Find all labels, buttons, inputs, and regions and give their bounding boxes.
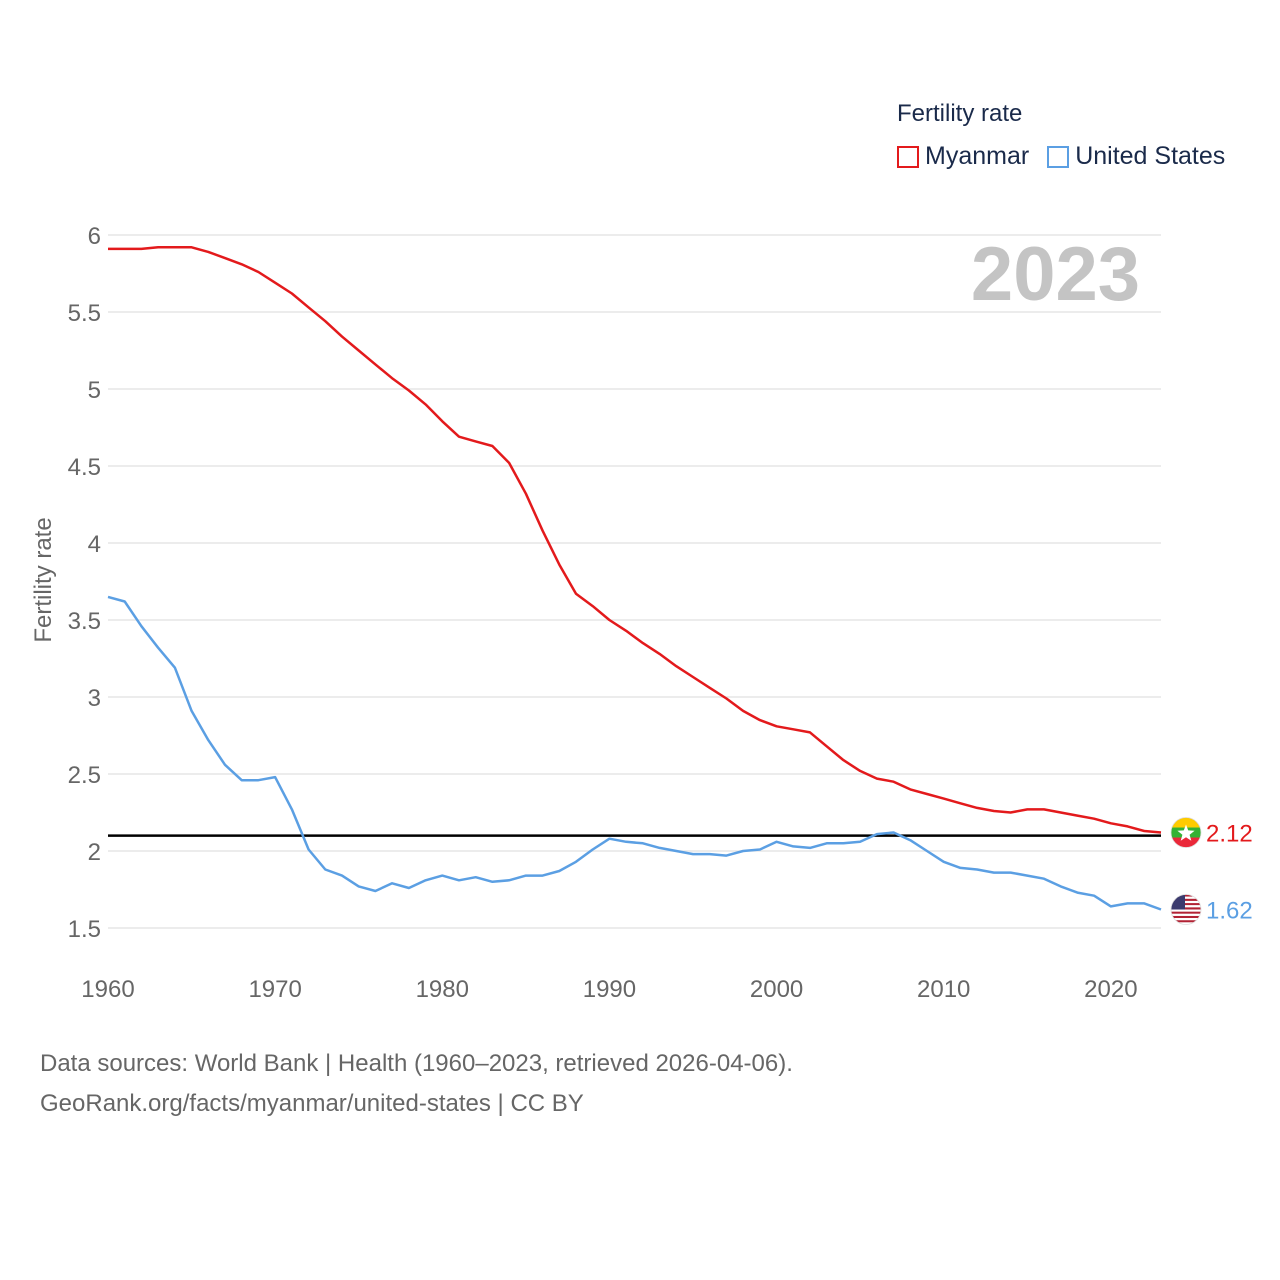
y-tick-label: 4.5 bbox=[68, 454, 101, 481]
data-source: Data sources: World Bank | Health (1960–… bbox=[40, 1044, 793, 1124]
y-tick-label: 2.5 bbox=[68, 762, 101, 789]
y-tick-label: 6 bbox=[88, 223, 101, 250]
y-tick-label: 4 bbox=[88, 531, 101, 558]
legend-item-myanmar[interactable]: Myanmar bbox=[897, 142, 1029, 171]
legend-label-myanmar: Myanmar bbox=[925, 142, 1030, 170]
myanmar-flag-icon bbox=[1170, 817, 1202, 848]
series-line-myanmar[interactable] bbox=[108, 246, 1162, 834]
legend-item-united-states[interactable]: United States bbox=[1047, 142, 1225, 171]
y-tick-label: 1.5 bbox=[68, 916, 101, 943]
usa-flag-icon bbox=[1170, 894, 1202, 925]
legend: Myanmar United States bbox=[897, 142, 1243, 171]
y-tick-label: 2 bbox=[88, 839, 101, 866]
legend-title: Fertility rate bbox=[897, 100, 1023, 127]
y-tick-label: 5.5 bbox=[68, 300, 101, 327]
x-tick-label: 2010 bbox=[917, 976, 970, 1003]
legend-label-united-states: United States bbox=[1075, 142, 1226, 170]
x-tick-label: 1990 bbox=[583, 976, 636, 1003]
year-watermark: 2023 bbox=[971, 232, 1140, 317]
y-axis-label: Fertility rate bbox=[30, 517, 57, 642]
x-tick-label: 2000 bbox=[750, 976, 803, 1003]
y-tick-label: 3 bbox=[88, 685, 101, 712]
end-value-label: 1.62 bbox=[1206, 898, 1253, 925]
end-value-label: 2.12 bbox=[1206, 821, 1253, 848]
x-tick-label: 1960 bbox=[81, 976, 134, 1003]
x-tick-label: 1980 bbox=[416, 976, 469, 1003]
x-tick-label: 2020 bbox=[1084, 976, 1137, 1003]
source-line-2[interactable]: GeoRank.org/facts/myanmar/united-states … bbox=[40, 1090, 584, 1117]
series-line-united-states[interactable] bbox=[107, 595, 1162, 911]
y-tick-label: 3.5 bbox=[68, 608, 101, 635]
y-tick-label: 5 bbox=[88, 377, 101, 404]
x-tick-label: 1970 bbox=[248, 976, 301, 1003]
legend-swatch-myanmar bbox=[897, 145, 919, 168]
legend-swatch-united-states bbox=[1047, 145, 1070, 168]
source-line-1: Data sources: World Bank | Health (1960–… bbox=[40, 1050, 793, 1077]
